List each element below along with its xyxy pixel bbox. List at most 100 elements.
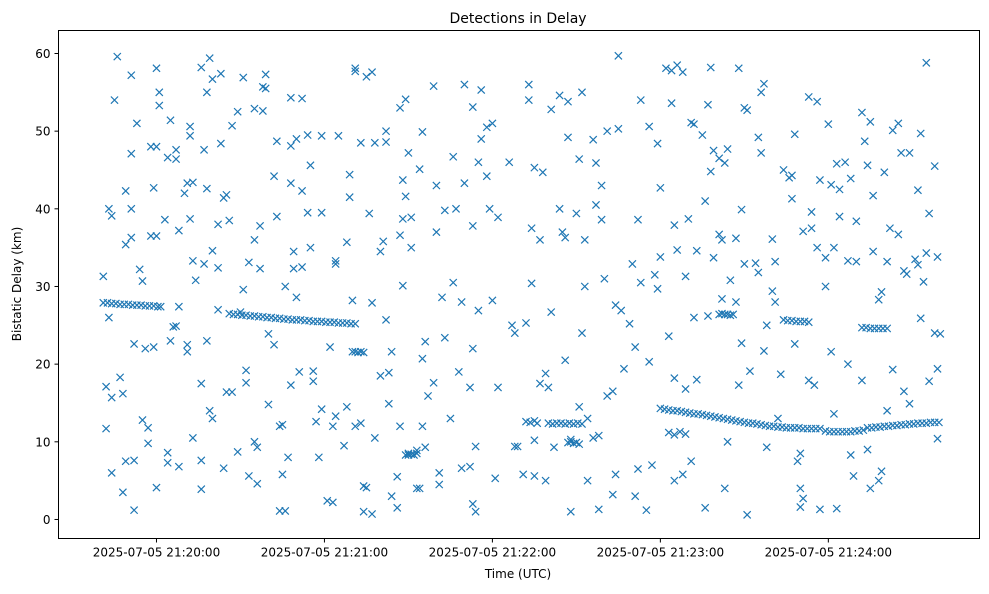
data-point-x-marker (208, 75, 217, 84)
data-point-x-marker (905, 399, 914, 408)
data-point-x-marker (692, 375, 701, 384)
data-point-x-marker (934, 418, 943, 427)
data-point-x-marker (759, 346, 768, 355)
data-point-x-marker (202, 336, 211, 345)
data-point-x-marker (208, 414, 217, 423)
data-point-x-marker (572, 209, 581, 218)
data-point-x-marker (130, 506, 139, 515)
data-point-x-marker (619, 364, 629, 373)
data-point-x-marker (754, 133, 763, 142)
data-point-x-marker (446, 414, 455, 423)
data-point-x-marker (715, 154, 724, 163)
data-point-x-marker (905, 148, 914, 157)
data-point-x-marker (519, 470, 528, 479)
data-point-x-marker (183, 347, 192, 356)
data-point-x-marker (530, 436, 539, 445)
data-point-x-marker (306, 243, 315, 252)
data-point-x-marker (790, 130, 799, 139)
data-point-x-marker (510, 442, 519, 451)
data-point-x-marker (482, 123, 491, 132)
data-point-x-marker (437, 293, 447, 302)
data-point-x-marker (202, 184, 211, 193)
data-point-x-marker (799, 494, 808, 503)
series-track-c (521, 416, 587, 428)
data-point-x-marker (471, 507, 480, 516)
data-point-x-marker (743, 106, 752, 115)
data-point-x-marker (726, 311, 735, 320)
data-point-x-marker (636, 278, 645, 287)
data-point-x-marker (270, 340, 279, 349)
data-point-x-marker (110, 96, 119, 105)
data-point-x-marker (880, 168, 889, 177)
data-point-x-marker (465, 383, 475, 392)
data-point-x-marker (370, 138, 379, 147)
data-point-x-marker (877, 287, 886, 296)
data-point-x-marker (645, 357, 654, 366)
x-tick-label: 2025-07-05 21:23:00 (597, 546, 724, 560)
data-point-x-marker (561, 233, 570, 242)
data-point-x-marker (107, 393, 116, 402)
data-point-x-marker (127, 233, 136, 242)
data-point-x-marker (317, 208, 326, 217)
data-point-x-marker (264, 400, 273, 409)
data-point-x-marker (398, 281, 407, 290)
data-point-x-marker (163, 153, 172, 162)
data-point-x-marker (331, 412, 340, 421)
data-point-x-marker (827, 347, 836, 356)
data-point-x-marker (384, 399, 393, 408)
data-point-x-marker (787, 194, 796, 203)
data-point-x-marker (709, 146, 718, 155)
data-point-x-marker (524, 96, 533, 105)
data-point-x-marker (331, 259, 340, 268)
data-point-x-marker (429, 82, 438, 91)
data-point-x-marker (412, 446, 421, 455)
data-point-x-marker (328, 422, 337, 431)
data-point-x-marker (813, 97, 822, 106)
data-point-x-marker (474, 306, 483, 315)
data-point-x-marker (631, 492, 640, 501)
data-point-x-marker (888, 365, 897, 374)
data-point-x-marker (678, 470, 687, 479)
data-point-x-marker (303, 131, 312, 140)
data-point-x-marker (356, 419, 365, 428)
data-point-x-marker (863, 445, 872, 454)
data-point-x-marker (286, 381, 295, 390)
data-point-x-marker (415, 165, 424, 174)
data-point-x-marker (488, 296, 497, 305)
data-point-x-marker (264, 329, 273, 338)
plot-frame (58, 30, 980, 539)
data-point-x-marker (510, 329, 519, 338)
data-point-x-marker (580, 282, 589, 291)
data-point-x-marker (583, 414, 592, 423)
data-point-x-marker (675, 427, 684, 436)
data-point-x-marker (102, 382, 111, 391)
data-point-x-marker (188, 256, 197, 265)
data-point-x-marker (544, 383, 553, 392)
data-point-x-marker (681, 384, 690, 394)
data-point-x-marker (244, 258, 253, 267)
data-point-x-marker (555, 204, 564, 213)
data-point-x-marker (771, 297, 780, 307)
data-point-x-marker (883, 324, 892, 333)
data-point-x-marker (558, 228, 567, 237)
data-point-x-marker (432, 181, 441, 190)
data-point-x-marker (597, 181, 606, 190)
data-point-x-marker (250, 104, 259, 113)
data-point-x-marker (208, 246, 217, 255)
data-point-x-marker (684, 214, 693, 223)
data-point-x-marker (745, 367, 754, 376)
data-point-x-marker (317, 405, 326, 414)
data-point-x-marker (793, 457, 802, 466)
data-point-x-marker (804, 376, 813, 385)
data-point-x-marker (689, 120, 698, 129)
series-track-b (225, 309, 360, 328)
data-point-x-marker (899, 387, 908, 396)
data-point-x-marker (104, 204, 113, 213)
data-point-x-marker (172, 145, 181, 154)
data-point-x-marker (272, 137, 281, 146)
data-point-x-marker (477, 134, 486, 143)
data-point-x-marker (250, 437, 259, 446)
data-point-x-marker (740, 259, 749, 268)
data-point-x-marker (653, 284, 662, 293)
